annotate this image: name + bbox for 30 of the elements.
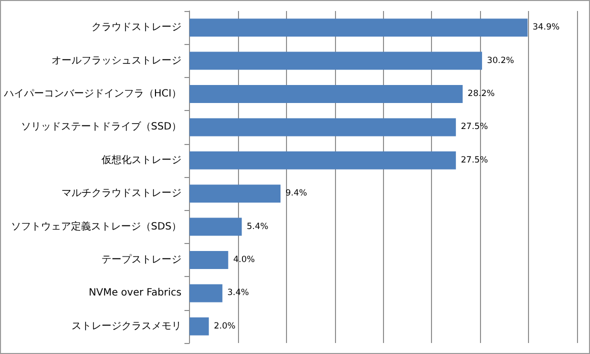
- data-label: 27.5%: [460, 122, 488, 132]
- bar: [189, 118, 456, 136]
- data-label: 30.2%: [487, 56, 514, 66]
- y-tick-label: クラウドストレージ: [91, 22, 182, 34]
- data-label: 34.9%: [532, 22, 560, 33]
- y-tick-label: ソフトウェア定義ストレージ（SDS）: [11, 220, 182, 232]
- bar: [189, 184, 281, 203]
- y-tick-label: 仮想化ストレージ: [101, 154, 182, 166]
- bar: [189, 251, 228, 269]
- y-tick-label: NVMe over Fabrics: [88, 288, 182, 299]
- data-label: 4.0%: [233, 255, 255, 265]
- data-label: 9.4%: [286, 188, 308, 199]
- data-label: 3.4%: [227, 288, 249, 298]
- bar: [189, 85, 463, 103]
- bar: [189, 151, 456, 170]
- data-label: 27.5%: [460, 155, 488, 166]
- bar: [189, 218, 242, 236]
- bar: [189, 284, 222, 302]
- y-tick-label: ハイパーコンバージドインフラ（HCI）: [3, 88, 182, 100]
- data-label: 28.2%: [468, 89, 495, 99]
- bar: [189, 18, 528, 37]
- y-tick-label: ソリッドステートドライブ（SSD）: [21, 120, 182, 133]
- y-tick-label: オールフラッシュストレージ: [51, 55, 182, 66]
- bar: [189, 52, 482, 70]
- y-tick-label: マルチクラウドストレージ: [61, 188, 182, 200]
- data-label: 5.4%: [246, 222, 268, 232]
- y-tick-label: テープストレージ: [101, 254, 182, 266]
- bar: [189, 317, 209, 336]
- y-tick-label: ストレージクラスメモリ: [71, 320, 182, 332]
- data-label: 2.0%: [214, 321, 236, 332]
